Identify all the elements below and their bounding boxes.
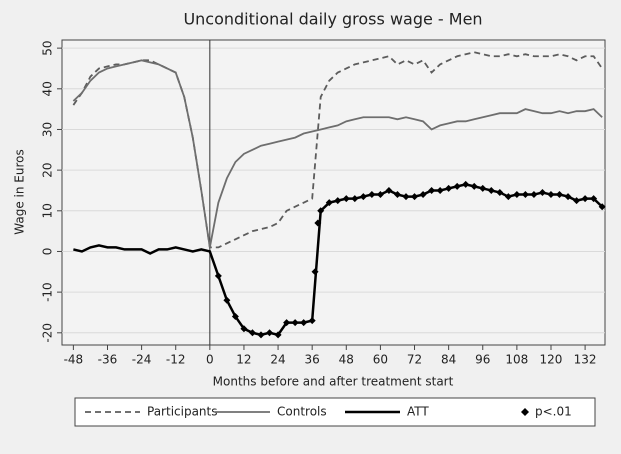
- point-marker: [311, 268, 319, 276]
- chart-title: Unconditional daily gross wage - Men: [183, 10, 482, 29]
- point-marker: [556, 191, 564, 199]
- point-marker: [240, 325, 248, 333]
- point-marker: [359, 193, 367, 201]
- point-marker: [325, 199, 333, 207]
- legend-label: Participants: [147, 405, 218, 419]
- point-marker: [496, 189, 504, 196]
- point-marker: [462, 180, 470, 188]
- x-tick-label: 84: [441, 353, 456, 367]
- point-marker: [479, 184, 487, 192]
- point-marker: [342, 195, 350, 203]
- point-marker: [411, 193, 419, 201]
- point-marker: [445, 184, 453, 192]
- point-marker: [538, 189, 546, 196]
- y-tick-label: -10: [41, 282, 55, 302]
- point-marker: [334, 197, 342, 205]
- point-marker: [385, 186, 393, 194]
- point-marker: [581, 195, 589, 203]
- series-line: [72, 59, 603, 248]
- x-tick-label: 96: [475, 353, 490, 367]
- x-tick-label: 60: [373, 353, 388, 367]
- x-tick-label: -48: [64, 353, 84, 367]
- point-marker: [428, 186, 436, 194]
- x-axis-label: Months before and after treatment start: [213, 375, 454, 389]
- point-marker: [419, 191, 427, 199]
- x-tick-label: -24: [132, 353, 152, 367]
- point-marker: [393, 191, 401, 199]
- point-marker: [564, 193, 572, 201]
- point-marker: [283, 319, 291, 327]
- point-marker: [223, 296, 231, 304]
- point-marker: [590, 195, 598, 203]
- legend-label: Controls: [277, 405, 327, 419]
- y-axis-label: Wage in Euros: [13, 149, 27, 234]
- y-tick-label: 0: [41, 248, 55, 256]
- x-tick-label: 12: [236, 353, 251, 367]
- point-marker: [598, 203, 606, 211]
- x-tick-label: 108: [505, 353, 528, 367]
- x-tick-label: -36: [98, 353, 118, 367]
- point-marker: [376, 191, 384, 199]
- point-marker: [436, 186, 444, 194]
- point-marker: [504, 193, 512, 201]
- point-marker: [530, 191, 538, 199]
- point-marker: [274, 331, 282, 339]
- point-marker: [513, 191, 521, 199]
- x-tick-label: 120: [540, 353, 563, 367]
- y-tick-label: 20: [41, 162, 55, 177]
- legend-marker: [521, 408, 529, 416]
- point-marker: [521, 191, 529, 199]
- point-marker: [487, 186, 495, 194]
- x-tick-label: 72: [407, 353, 422, 367]
- point-marker: [368, 191, 376, 199]
- x-tick-label: 0: [206, 353, 214, 367]
- point-marker: [257, 331, 265, 339]
- point-marker: [547, 191, 555, 199]
- y-tick-label: 40: [41, 81, 55, 96]
- x-tick-label: 48: [339, 353, 354, 367]
- point-marker: [308, 317, 316, 325]
- point-marker: [351, 195, 359, 203]
- x-tick-label: 36: [305, 353, 320, 367]
- point-marker: [573, 197, 581, 205]
- point-marker: [470, 182, 478, 190]
- y-tick-label: 30: [41, 122, 55, 137]
- point-marker: [402, 193, 410, 201]
- point-marker: [266, 329, 274, 337]
- y-tick-label: 50: [41, 40, 55, 55]
- x-tick-label: -12: [166, 353, 186, 367]
- point-marker: [291, 319, 299, 327]
- y-tick-label: -20: [41, 323, 55, 343]
- x-tick-label: 132: [574, 353, 597, 367]
- point-marker: [231, 313, 239, 321]
- point-marker: [214, 272, 222, 280]
- point-marker: [314, 219, 322, 227]
- point-marker: [248, 329, 256, 337]
- y-tick-label: 10: [41, 203, 55, 218]
- series-line: [72, 51, 603, 249]
- legend-label: ATT: [407, 405, 429, 419]
- plot-area: [61, 39, 606, 346]
- point-marker: [300, 319, 308, 327]
- legend: [74, 397, 596, 427]
- legend-label: p<.01: [535, 405, 572, 419]
- x-tick-label: 24: [270, 353, 285, 367]
- point-marker: [453, 182, 461, 190]
- point-marker: [317, 207, 325, 215]
